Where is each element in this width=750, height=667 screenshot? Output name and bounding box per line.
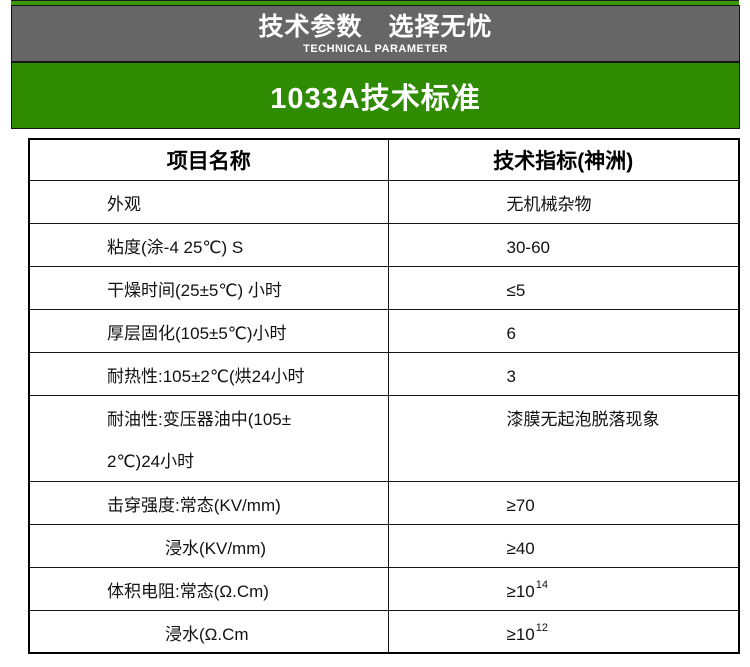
top-accent-strip bbox=[11, 0, 739, 5]
table-header-row: 项目名称 技术指标(神洲) bbox=[28, 138, 740, 181]
spec-value-cell: ≥1012 bbox=[387, 609, 740, 654]
spec-name-line2: 2℃)24小时 bbox=[107, 451, 195, 471]
value-superscript: 14 bbox=[535, 578, 548, 591]
product-standard-banner: 1033A技术标准 bbox=[11, 62, 740, 129]
spec-value: ≤5 bbox=[506, 280, 526, 300]
spec-name-cell: 粘度(涂-4 25℃) S bbox=[28, 222, 389, 267]
spec-value: ≥70 bbox=[506, 495, 535, 515]
spec-value-cell: 30-60 bbox=[387, 222, 740, 267]
column-header-tech-index: 技术指标(神洲) bbox=[387, 138, 740, 181]
spec-name: 厚层固化(105±5℃)小时 bbox=[107, 323, 287, 343]
spec-name: 浸水(KV/mm) bbox=[165, 538, 267, 558]
spec-value-cell: ≥40 bbox=[387, 523, 740, 568]
spec-value: ≥10 bbox=[506, 624, 535, 644]
table-row: 干燥时间(25±5℃) 小时 ≤5 bbox=[28, 265, 740, 310]
spec-name: 干燥时间(25±5℃) 小时 bbox=[107, 280, 282, 300]
spec-value: ≥10 bbox=[506, 581, 535, 601]
spec-name-cell: 外观 bbox=[28, 179, 389, 224]
spec-name-cell: 耐热性:105±2℃(烘24小时 bbox=[28, 351, 389, 396]
table-row: 耐油性:变压器油中(105± 2℃)24小时 漆膜无起泡脱落现象 bbox=[28, 394, 740, 482]
table-row: 浸水(Ω.Cm ≥1012 bbox=[28, 609, 740, 654]
table-row: 浸水(KV/mm) ≥40 bbox=[28, 523, 740, 568]
spec-value: 30-60 bbox=[506, 237, 550, 257]
table-row: 粘度(涂-4 25℃) S 30-60 bbox=[28, 222, 740, 267]
spec-value-cell: ≤5 bbox=[387, 265, 740, 310]
banner-title: 1033A技术标准 bbox=[270, 82, 481, 115]
spec-name-cell: 耐油性:变压器油中(105± 2℃)24小时 bbox=[28, 394, 389, 482]
value-superscript: 12 bbox=[535, 621, 548, 634]
spec-value: 6 bbox=[506, 323, 516, 343]
spec-value-cell: ≥1014 bbox=[387, 566, 740, 611]
table-row: 耐热性:105±2℃(烘24小时 3 bbox=[28, 351, 740, 396]
spec-name: 耐热性:105±2℃(烘24小时 bbox=[107, 366, 305, 386]
spec-name: 粘度(涂-4 25℃) S bbox=[107, 237, 244, 257]
spec-value: ≥40 bbox=[506, 538, 535, 558]
spec-name-cell: 击穿强度:常态(KV/mm) bbox=[28, 480, 389, 525]
spec-name-line1: 耐油性:变压器油中(105± bbox=[107, 409, 292, 429]
spec-value: 无机械杂物 bbox=[506, 194, 592, 214]
spec-name-cell: 厚层固化(105±5℃)小时 bbox=[28, 308, 389, 353]
spec-name: 外观 bbox=[107, 194, 141, 214]
spec-value-cell: ≥70 bbox=[387, 480, 740, 525]
column-header-project-name: 项目名称 bbox=[28, 138, 389, 181]
spec-name-cell: 体积电阻:常态(Ω.Cm) bbox=[28, 566, 389, 611]
table-row: 外观 无机械杂物 bbox=[28, 179, 740, 224]
spec-name-cell: 浸水(Ω.Cm bbox=[28, 609, 389, 654]
spec-value-cell: 漆膜无起泡脱落现象 bbox=[387, 394, 740, 482]
spec-name: 浸水(Ω.Cm bbox=[165, 624, 249, 644]
spec-value: 3 bbox=[506, 366, 516, 386]
spec-value-cell: 无机械杂物 bbox=[387, 179, 740, 224]
spec-name-cell: 浸水(KV/mm) bbox=[28, 523, 389, 568]
header-title: 技术参数 选择无忧 bbox=[258, 12, 493, 41]
header-subtitle: TECHNICAL PARAMETER bbox=[303, 42, 448, 55]
spec-name-cell: 干燥时间(25±5℃) 小时 bbox=[28, 265, 389, 310]
spec-name: 击穿强度:常态(KV/mm) bbox=[107, 495, 281, 515]
spec-value: 漆膜无起泡脱落现象 bbox=[506, 409, 660, 429]
spec-table: 项目名称 技术指标(神洲) 外观 无机械杂物 粘度(涂-4 25℃) S 30-… bbox=[28, 138, 740, 654]
table-row: 体积电阻:常态(Ω.Cm) ≥1014 bbox=[28, 566, 740, 611]
spec-name: 体积电阻:常态(Ω.Cm) bbox=[107, 581, 269, 601]
spec-value-cell: 6 bbox=[387, 308, 740, 353]
table-row: 厚层固化(105±5℃)小时 6 bbox=[28, 308, 740, 353]
tech-params-header: 技术参数 选择无忧 TECHNICAL PARAMETER bbox=[11, 5, 740, 62]
spec-value-cell: 3 bbox=[387, 351, 740, 396]
table-row: 击穿强度:常态(KV/mm) ≥70 bbox=[28, 480, 740, 525]
